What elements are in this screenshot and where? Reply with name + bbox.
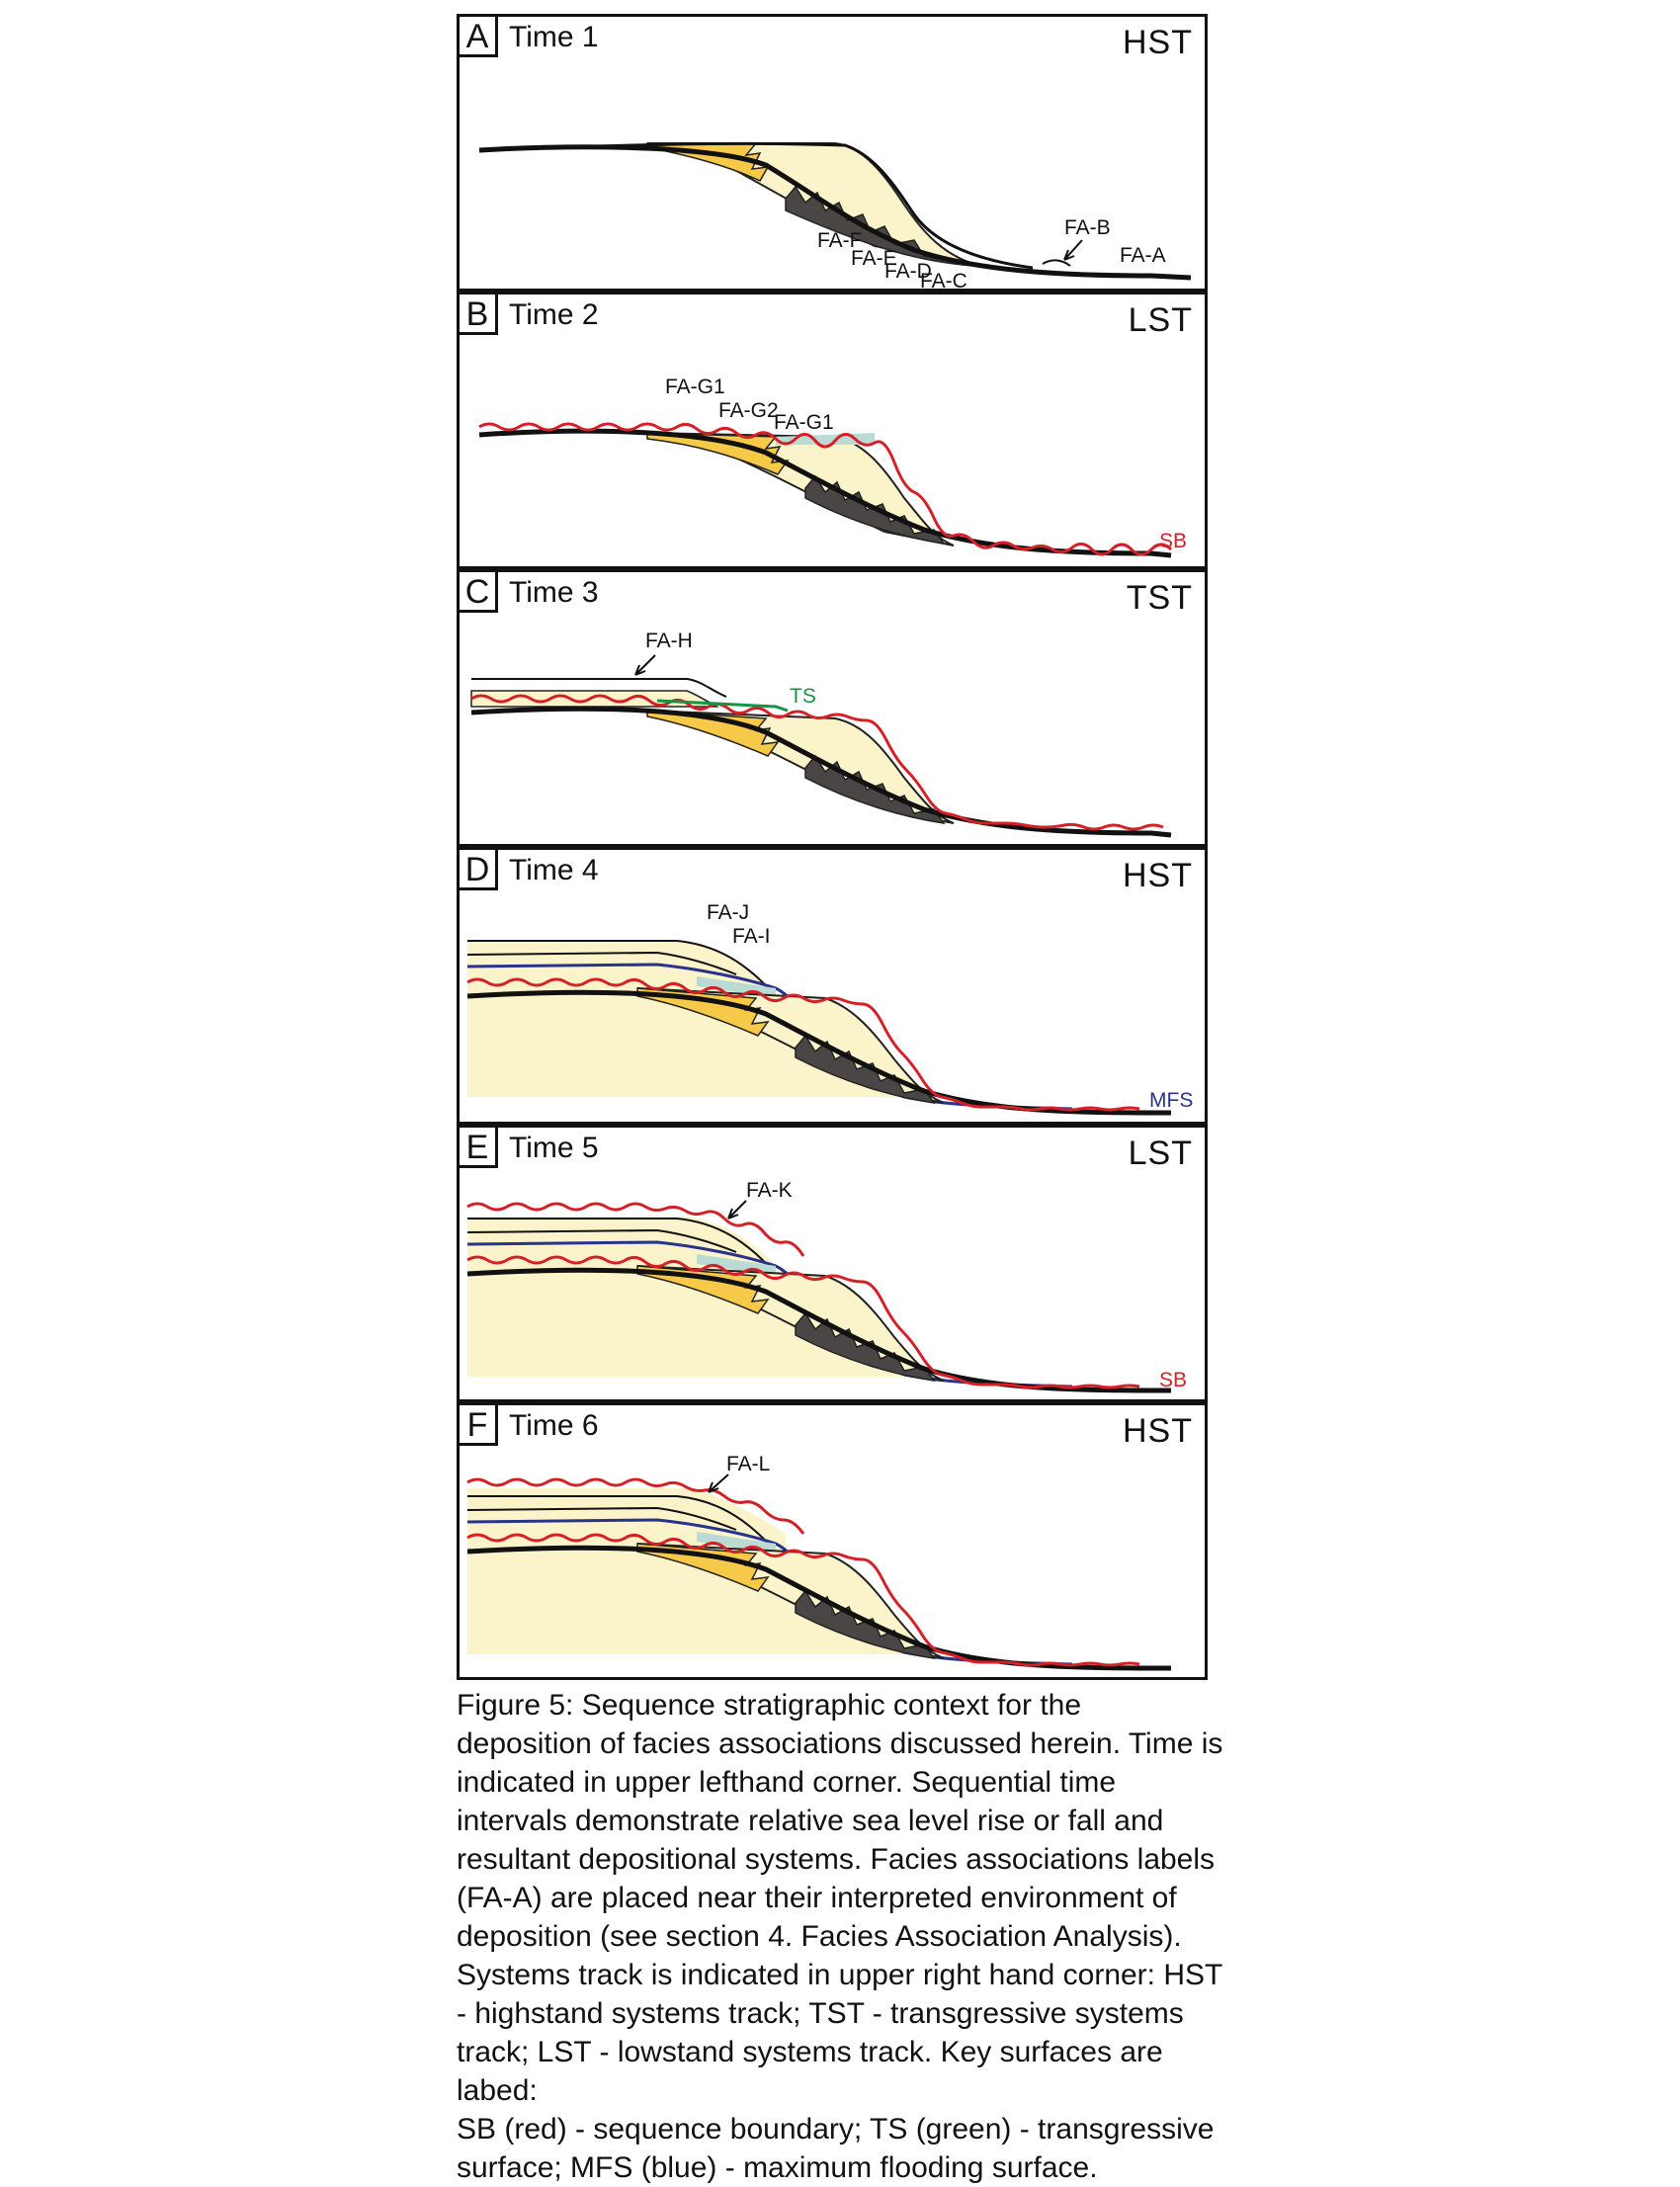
panel-time: Time 6 <box>509 1409 599 1442</box>
label-fa-a: FA-A <box>1120 244 1166 267</box>
systems-tract-label: LST <box>1128 301 1193 339</box>
panel-a: FA-F FA-E FA-D FA-C FA-B FA-A A Time 1 H… <box>457 14 1208 292</box>
arrow-fa-b <box>1063 239 1083 261</box>
panel-d-diagram: FA-J FA-I MFS <box>466 901 1193 1116</box>
label-fa-g1-right: FA-G1 <box>774 411 834 434</box>
systems-tract-label: HST <box>1123 1412 1193 1450</box>
panel-e: FA-K SB E Time 5 LST <box>457 1125 1208 1402</box>
transgressive-surface-line <box>656 699 789 713</box>
arrow-fa-k <box>727 1200 747 1220</box>
label-mfs: MFS <box>1149 1089 1193 1112</box>
panel-letter: F <box>460 1405 498 1446</box>
sequence-boundary-line-upper <box>466 1202 805 1257</box>
arrow-fa-l <box>708 1473 729 1493</box>
panel-f: FA-L F Time 6 HST <box>457 1402 1208 1680</box>
label-fa-k: FA-K <box>746 1179 793 1202</box>
label-fa-g2: FA-G2 <box>718 399 779 422</box>
panel-c: FA-H TS C Time 3 TST <box>457 569 1208 847</box>
panel-b: FA-G1 FA-G2 FA-G1 SB B Time 2 LST <box>457 292 1208 569</box>
label-fa-g1-left: FA-G1 <box>665 376 725 398</box>
figure: FA-F FA-E FA-D FA-C FA-B FA-A A Time 1 H… <box>457 14 1208 1680</box>
systems-tract-label: TST <box>1126 579 1193 617</box>
systems-tract-label: LST <box>1128 1135 1193 1172</box>
panel-b-diagram: FA-G1 FA-G2 FA-G1 SB <box>478 376 1187 561</box>
label-fa-i: FA-I <box>732 925 771 948</box>
panel-letter: B <box>460 294 498 335</box>
sequence-boundary-line <box>466 1533 1140 1667</box>
label-fa-f: FA-F <box>817 229 863 252</box>
panel-time: Time 1 <box>509 21 599 53</box>
label-sb: SB <box>1159 530 1187 552</box>
label-fa-d: FA-D <box>884 260 932 283</box>
label-fa-e: FA-E <box>851 247 897 270</box>
sequence-boundary-line <box>470 694 1164 831</box>
sequence-boundary-line <box>478 422 1173 556</box>
label-fa-h: FA-H <box>645 630 693 652</box>
panel-a-diagram: FA-F FA-E FA-D FA-C FA-B FA-A <box>478 141 1192 289</box>
label-fa-j: FA-J <box>707 901 749 924</box>
panel-time: Time 3 <box>509 576 599 609</box>
panel-letter: A <box>460 17 498 57</box>
panel-f-diagram: FA-L <box>466 1453 1171 1671</box>
panel-letter: E <box>460 1128 498 1168</box>
panel-letter: C <box>460 572 498 613</box>
sequence-boundary-line <box>466 1255 1140 1389</box>
panel-time: Time 5 <box>509 1132 599 1164</box>
panel-letter: D <box>460 850 498 890</box>
sequence-boundary-line <box>466 977 1140 1112</box>
systems-tract-label: HST <box>1123 857 1193 894</box>
panel-time: Time 4 <box>509 854 599 886</box>
panel-time: Time 2 <box>509 298 599 331</box>
arrow-fa-h <box>634 654 656 676</box>
panel-d: FA-J FA-I MFS D Time 4 HST <box>457 847 1208 1125</box>
label-fa-b: FA-B <box>1064 216 1111 239</box>
label-sb: SB <box>1159 1369 1187 1391</box>
figure-caption: Figure 5: Sequence stratigraphic context… <box>457 1689 1223 2184</box>
sequence-boundary-line-upper <box>466 1477 805 1535</box>
label-fa-c: FA-C <box>920 270 967 289</box>
systems-tract-label: HST <box>1123 24 1193 61</box>
label-fa-l: FA-L <box>726 1453 770 1475</box>
panel-c-diagram: FA-H TS <box>470 630 1172 839</box>
panel-e-diagram: FA-K SB <box>466 1179 1187 1393</box>
label-ts: TS <box>790 685 816 708</box>
